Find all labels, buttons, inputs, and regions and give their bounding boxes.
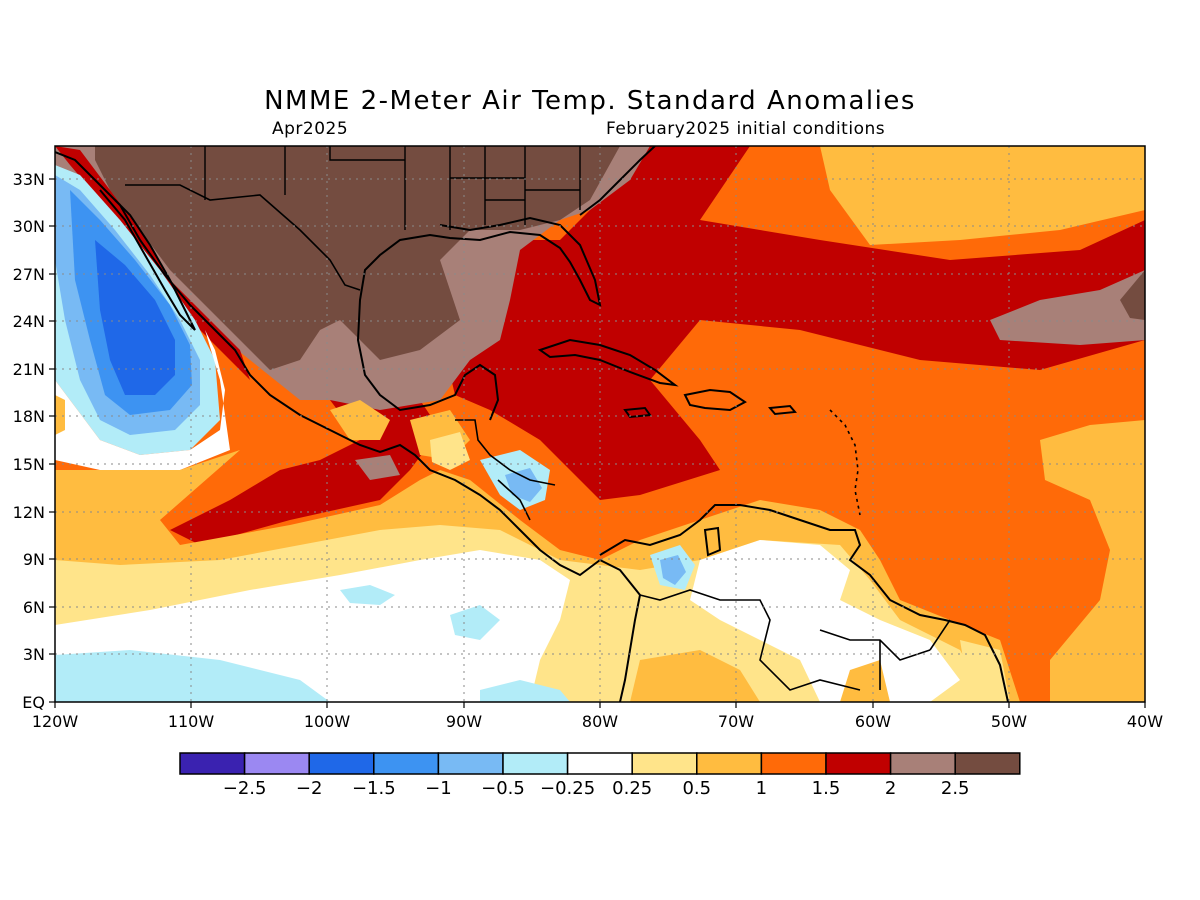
anomaly-field — [55, 146, 1145, 702]
cuba — [537, 338, 679, 387]
lat-label: 27N — [13, 265, 45, 284]
colorbar-labels: −2.5 −2 −1.5 −1 −0.5 −0.25 0.25 0.5 1 1.5 2 2.5 — [223, 778, 970, 799]
field-darkbrown-us — [95, 146, 620, 370]
lat-label: 30N — [13, 217, 45, 236]
lon-label: 40W — [1127, 712, 1163, 731]
hispaniola — [683, 388, 747, 412]
colorbar-swatch — [373, 752, 440, 775]
colorbar-label: 0.25 — [612, 778, 652, 799]
colorbar-label: 2 — [885, 778, 896, 799]
us-east-coast — [579, 146, 656, 216]
field-lightblue-sa — [660, 555, 686, 585]
field-paleblue-eq — [55, 650, 330, 702]
colorbar-swatch — [308, 752, 375, 775]
field-paleblue-spot2 — [450, 605, 500, 640]
field-lightorange-sa2 — [840, 660, 890, 702]
colorbar-label: −1 — [425, 778, 452, 799]
field-white-sa — [690, 540, 960, 702]
colorbar-label: −2 — [296, 778, 323, 799]
field-yellow-mx — [430, 432, 470, 470]
lon-label: 50W — [991, 712, 1027, 731]
colorbar — [179, 752, 1021, 775]
colorbar-label: 0.5 — [682, 778, 711, 799]
lat-label: 3N — [23, 645, 45, 664]
field-darkbrown-atl — [1120, 270, 1145, 320]
lat-label: EQ — [22, 693, 45, 712]
init-conditions-label: February2025 initial conditions — [606, 119, 886, 139]
us-state-borders — [204, 146, 581, 230]
lat-label: 18N — [13, 407, 45, 426]
lon-label: 120W — [32, 712, 79, 731]
colorbar-swatch — [631, 752, 698, 775]
baja-peninsula — [99, 189, 196, 331]
lat-label: 24N — [13, 312, 45, 331]
colorbar-swatch — [954, 752, 1021, 775]
colorbar-label: −1.5 — [352, 778, 396, 799]
colorbar-label: −2.5 — [223, 778, 267, 799]
colorbar-swatch — [437, 752, 504, 775]
field-yellow-sa2 — [960, 640, 1010, 702]
colorbar-swatch — [696, 752, 763, 775]
mexico-us-border — [125, 184, 361, 291]
colorbar-swatch — [889, 752, 956, 775]
field-blue-pac — [95, 240, 175, 395]
colorbar-swatch — [760, 752, 827, 775]
lat-label: 33N — [13, 170, 45, 189]
colorbar-label: 1 — [756, 778, 767, 799]
colorbar-label: 1.5 — [812, 778, 841, 799]
colorbar-label: 2.5 — [941, 778, 970, 799]
lon-label: 60W — [855, 712, 891, 731]
colorbar-swatch — [502, 752, 569, 775]
field-lightbrown-atl — [990, 270, 1145, 345]
south-america-coast — [599, 504, 1009, 702]
jamaica — [623, 406, 652, 419]
field-lightorange-e — [1040, 420, 1145, 702]
field-darkred-main — [430, 146, 1145, 500]
latitude-labels: 33N 30N 27N 24N 21N 18N 15N 12N 9N 6N 3N… — [13, 170, 45, 712]
graticule — [55, 146, 1145, 702]
colorbar-label: −0.25 — [540, 778, 595, 799]
lat-label: 15N — [13, 455, 45, 474]
longitude-labels: 120W 110W 100W 90W 80W 70W 60W 50W 40W — [32, 712, 1163, 731]
field-white-pac-edge — [55, 330, 230, 470]
central-america-borders — [455, 419, 556, 521]
puerto-rico — [768, 404, 797, 416]
field-paleblue-eq2 — [480, 680, 570, 702]
map-title: NMME 2-Meter Air Temp. Standard Anomalie… — [264, 86, 916, 116]
lesser-antilles — [829, 409, 861, 516]
coastlines — [55, 146, 1009, 702]
lat-label: 12N — [13, 503, 45, 522]
field-paleblue-spot1 — [340, 585, 395, 605]
colorbar-swatch — [243, 752, 310, 775]
field-lightblue-ca — [505, 468, 542, 502]
axis-ticks — [49, 178, 1146, 708]
gulf-coast — [356, 216, 602, 421]
lat-label: 21N — [13, 360, 45, 379]
colorbar-swatch — [825, 752, 892, 775]
field-lightorange-ne — [820, 146, 1145, 245]
lon-label: 100W — [304, 712, 351, 731]
colorbar-swatch — [566, 752, 633, 775]
lake-maracaibo — [703, 526, 722, 557]
colorbar-label: −0.5 — [481, 778, 525, 799]
colorbar-swatch — [179, 752, 246, 775]
field-lightorange-mx — [330, 400, 390, 440]
country-borders-sa — [639, 589, 951, 691]
lon-label: 110W — [168, 712, 215, 731]
field-lightorange-pac-w — [55, 395, 65, 435]
field-lightbrown-mx — [355, 455, 400, 480]
lon-label: 80W — [582, 712, 618, 731]
valid-month-label: Apr2025 — [272, 119, 349, 139]
lat-label: 9N — [23, 550, 45, 569]
lon-label: 70W — [718, 712, 754, 731]
lat-label: 6N — [23, 598, 45, 617]
lon-label: 90W — [446, 712, 482, 731]
field-lightorange-sa — [630, 650, 760, 702]
